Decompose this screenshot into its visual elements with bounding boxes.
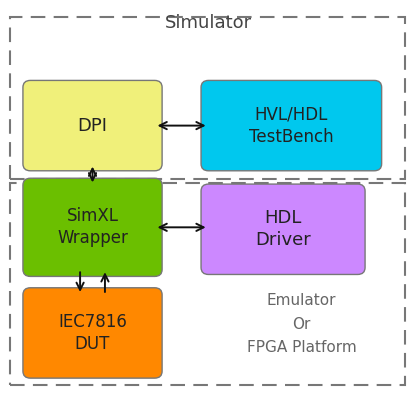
Bar <box>10 17 405 179</box>
Text: Simulator: Simulator <box>165 14 252 32</box>
Text: DPI: DPI <box>78 117 108 135</box>
Text: Emulator
Or
FPGA Platform: Emulator Or FPGA Platform <box>247 293 357 355</box>
FancyBboxPatch shape <box>23 288 162 378</box>
Text: HVL/HDL
TestBench: HVL/HDL TestBench <box>249 106 334 146</box>
FancyBboxPatch shape <box>201 184 365 275</box>
Text: HDL
Driver: HDL Driver <box>255 209 311 249</box>
FancyBboxPatch shape <box>23 80 162 171</box>
Text: IEC7816
DUT: IEC7816 DUT <box>58 313 127 353</box>
Text: SimXL
Wrapper: SimXL Wrapper <box>57 207 128 247</box>
FancyBboxPatch shape <box>201 80 382 171</box>
FancyBboxPatch shape <box>23 178 162 277</box>
Bar <box>10 183 405 385</box>
